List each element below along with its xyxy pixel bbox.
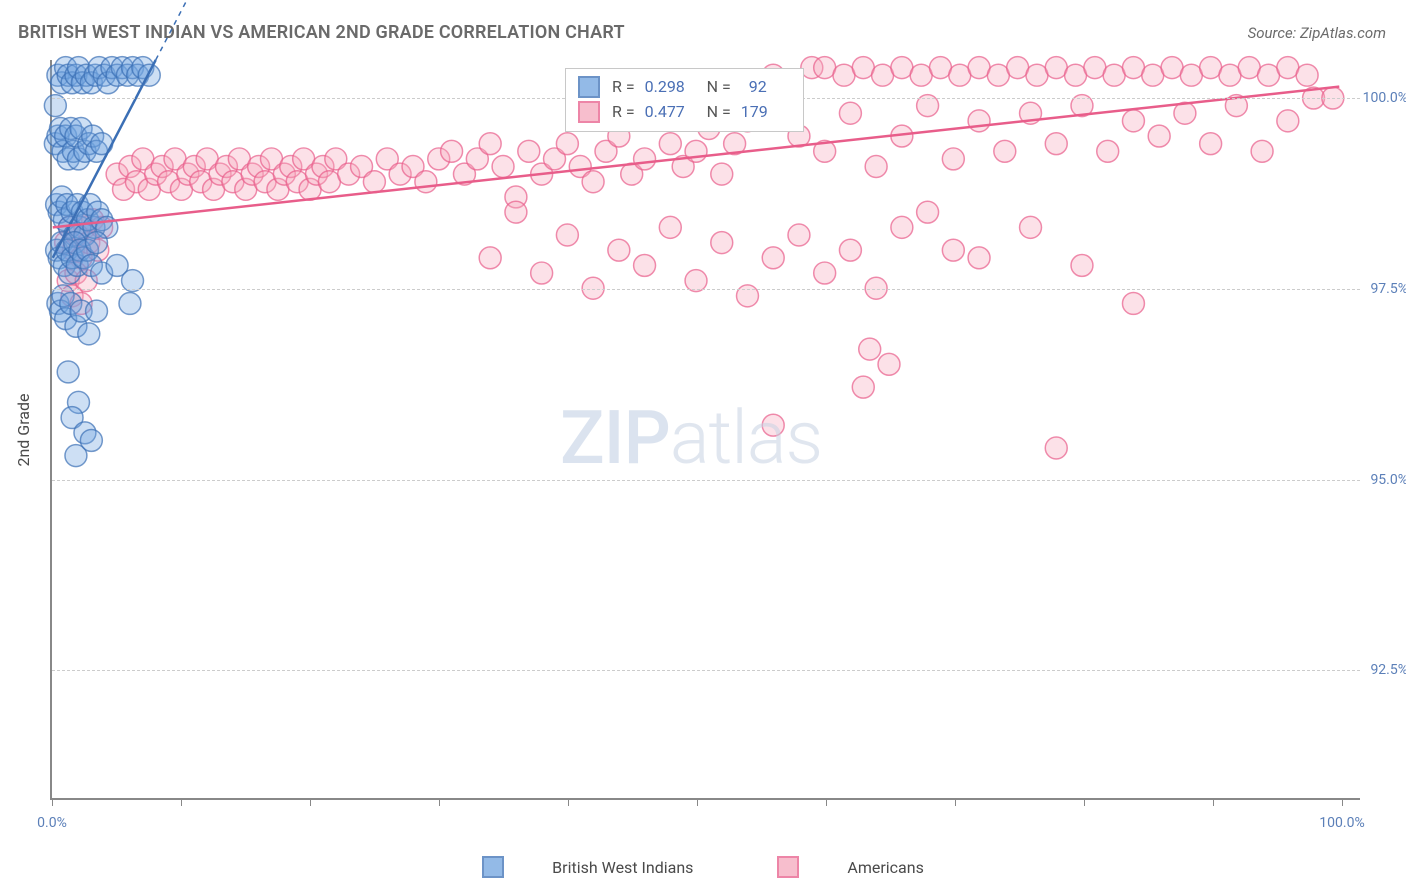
ytick-label: 100.0% [1363,90,1406,106]
xtick [1342,798,1343,806]
n-value-pink: 179 [741,100,791,125]
legend-row-pink: R = 0.477 N = 179 [578,100,791,125]
ytick-label: 92.5% [1370,662,1406,678]
xtick [955,798,956,806]
swatch-pink-bottom [777,856,799,878]
legend-row-blue: R = 0.298 N = 92 [578,75,791,100]
legend-item-pink: Americans [757,856,943,878]
xtick [697,798,698,806]
gridline [52,670,1360,671]
series-legend: British West Indians Americans [0,856,1406,882]
y-axis-label: 2nd Grade [14,393,33,466]
n-value-blue: 92 [741,75,791,100]
r-label: R = [612,75,635,100]
xtick [439,798,440,806]
swatch-blue [578,76,600,98]
legend-item-blue: British West Indians [462,856,713,878]
swatch-blue-bottom [482,856,504,878]
swatch-pink [578,101,600,123]
xtick [1213,798,1214,806]
xtick-label: 0.0% [37,815,67,831]
n-label: N = [707,100,731,125]
ytick-label: 97.5% [1370,281,1406,297]
plot-area: 92.5%95.0%97.5%100.0%0.0%100.0% [50,60,1360,800]
r-value-pink: 0.477 [645,100,695,125]
gridline [52,480,1360,481]
ytick-label: 95.0% [1370,472,1406,488]
gridline [52,289,1360,290]
r-label: R = [612,100,635,125]
chart-header: BRITISH WEST INDIAN VS AMERICAN 2ND GRAD… [0,0,1406,51]
scatter-svg [52,60,1360,798]
legend-label-pink: Americans [847,858,923,877]
legend-label-blue: British West Indians [552,858,693,877]
xtick-label: 100.0% [1319,815,1364,831]
xtick [1084,798,1085,806]
xtick [181,798,182,806]
chart-title: BRITISH WEST INDIAN VS AMERICAN 2ND GRAD… [18,22,625,43]
xtick [568,798,569,806]
n-label: N = [707,75,731,100]
xtick [52,798,53,806]
xtick [826,798,827,806]
r-value-blue: 0.298 [645,75,695,100]
xtick [310,798,311,806]
correlation-legend: R = 0.298 N = 92 R = 0.477 N = 179 [565,68,804,132]
source-label: Source: ZipAtlas.com [1248,24,1386,42]
